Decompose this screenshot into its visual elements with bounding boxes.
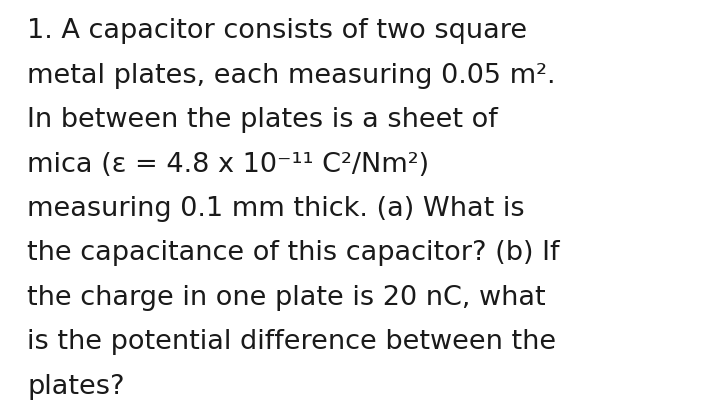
Text: the charge in one plate is 20 nC, what: the charge in one plate is 20 nC, what: [27, 285, 546, 311]
Text: is the potential difference between the: is the potential difference between the: [27, 329, 557, 355]
Text: In between the plates is a sheet of: In between the plates is a sheet of: [27, 107, 498, 133]
Text: mica (ε = 4.8 x 10⁻¹¹ C²/Nm²): mica (ε = 4.8 x 10⁻¹¹ C²/Nm²): [27, 152, 430, 178]
Text: metal plates, each measuring 0.05 m².: metal plates, each measuring 0.05 m².: [27, 63, 556, 89]
Text: 1. A capacitor consists of two square: 1. A capacitor consists of two square: [27, 18, 528, 44]
Text: measuring 0.1 mm thick. (a) What is: measuring 0.1 mm thick. (a) What is: [27, 196, 525, 222]
Text: the capacitance of this capacitor? (b) If: the capacitance of this capacitor? (b) I…: [27, 240, 560, 266]
Text: plates?: plates?: [27, 374, 125, 399]
